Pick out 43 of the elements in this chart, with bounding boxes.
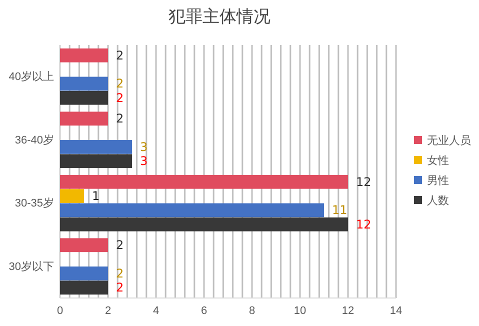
x-tick-label: 14 [390,304,402,317]
x-tick-label: 0 [56,304,64,317]
data-label: 2 [116,76,124,91]
bar [60,174,348,189]
y-tick-label: 36-40岁 [14,134,54,146]
x-tick-label: 2 [104,304,112,317]
data-label: 2 [116,280,124,295]
data-label: 2 [116,48,124,62]
bar [60,203,324,218]
bar [60,48,108,62]
y-tick-label: 30-35岁 [14,198,54,210]
data-label: 3 [140,154,148,168]
data-label: 3 [140,140,148,154]
bar [60,217,348,232]
data-label: 2 [116,90,124,105]
data-label: 2 [116,266,124,280]
bar [60,280,108,295]
x-tick-label: 8 [248,304,256,317]
x-tick-label: 10 [294,304,306,317]
data-label: 12 [356,174,372,189]
bar [60,266,108,280]
bar [60,76,108,91]
data-label: 2 [116,112,124,126]
x-tick-label: 4 [152,304,160,317]
legend-label: 男性 [427,174,449,187]
x-tick-label: 12 [342,304,354,317]
bar [60,140,132,154]
y-tick-label: 40岁以上 [8,70,54,84]
legend-label: 女性 [427,154,449,167]
bar [60,238,108,252]
bar [60,189,84,203]
data-label: 11 [332,203,348,218]
legend-label: 无业人员 [427,134,471,147]
bar [60,112,108,126]
bar [60,90,108,105]
data-label: 12 [356,217,372,232]
y-tick-label: 30岁以下 [8,260,54,273]
data-label: 1 [92,189,100,204]
x-tick-label: 6 [200,304,208,317]
chart-title: 犯罪主体情况 [168,7,270,27]
data-label: 2 [116,238,124,252]
legend-label: 人数 [427,194,449,207]
bar [60,154,132,168]
